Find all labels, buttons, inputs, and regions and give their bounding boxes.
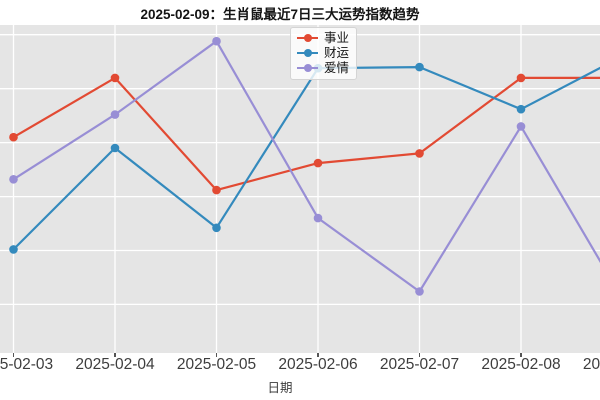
x-tick: [520, 353, 522, 357]
legend-item-2: 爱情: [297, 61, 349, 75]
data-point: [415, 149, 424, 158]
data-point: [212, 185, 221, 195]
legend-line-dot-icon: [297, 49, 318, 58]
data-point: [9, 132, 18, 142]
legend-line-dot-icon: [297, 34, 318, 43]
x-axis-title: 日期: [267, 381, 293, 395]
data-point: [9, 245, 18, 254]
data-point: [516, 122, 526, 131]
legend-item-1: 财运: [297, 46, 349, 60]
data-point: [212, 223, 221, 233]
legend-dot-icon: [303, 49, 312, 57]
x-tick: [12, 353, 15, 357]
legend-label: 爱情: [324, 61, 350, 75]
data-point: [9, 175, 18, 184]
data-point: [110, 73, 120, 83]
x-tick: [418, 353, 421, 357]
legend-dot-icon: [303, 64, 312, 72]
data-point: [212, 36, 221, 46]
line-chart-canvas: [0, 25, 600, 353]
data-point: [110, 110, 120, 119]
data-point: [516, 73, 526, 83]
legend-dot-icon: [303, 34, 312, 42]
chart-title: 2025-02-09：生肖鼠最近7日三大运势指数趋势: [140, 7, 420, 22]
data-point: [516, 104, 526, 114]
x-tick: [114, 353, 116, 357]
data-point: [313, 213, 323, 223]
x-tick: [317, 353, 319, 357]
legend-item-0: 事业: [297, 31, 349, 45]
data-point: [110, 143, 120, 153]
x-tick-label: 2025-02-05: [176, 356, 257, 373]
x-tick-label: 2025-02-07: [379, 356, 460, 373]
x-tick-label: 2025-02-04: [75, 356, 155, 373]
x-tick-label: 2025-02-03: [0, 356, 54, 373]
data-point: [415, 287, 424, 296]
x-tick-label: 2025-02-09: [582, 356, 600, 373]
legend-label: 财运: [324, 46, 350, 60]
series-line-0: [12, 76, 600, 192]
x-tick-label: 2025-02-06: [278, 356, 358, 373]
x-tick-label: 2025-02-08: [481, 356, 561, 373]
data-point: [415, 62, 424, 72]
data-point: [313, 158, 323, 168]
legend-label: 事业: [324, 31, 350, 45]
legend-line-dot-icon: [297, 64, 318, 73]
x-tick: [215, 353, 218, 357]
legend: 事业 财运 爱情: [290, 27, 358, 80]
